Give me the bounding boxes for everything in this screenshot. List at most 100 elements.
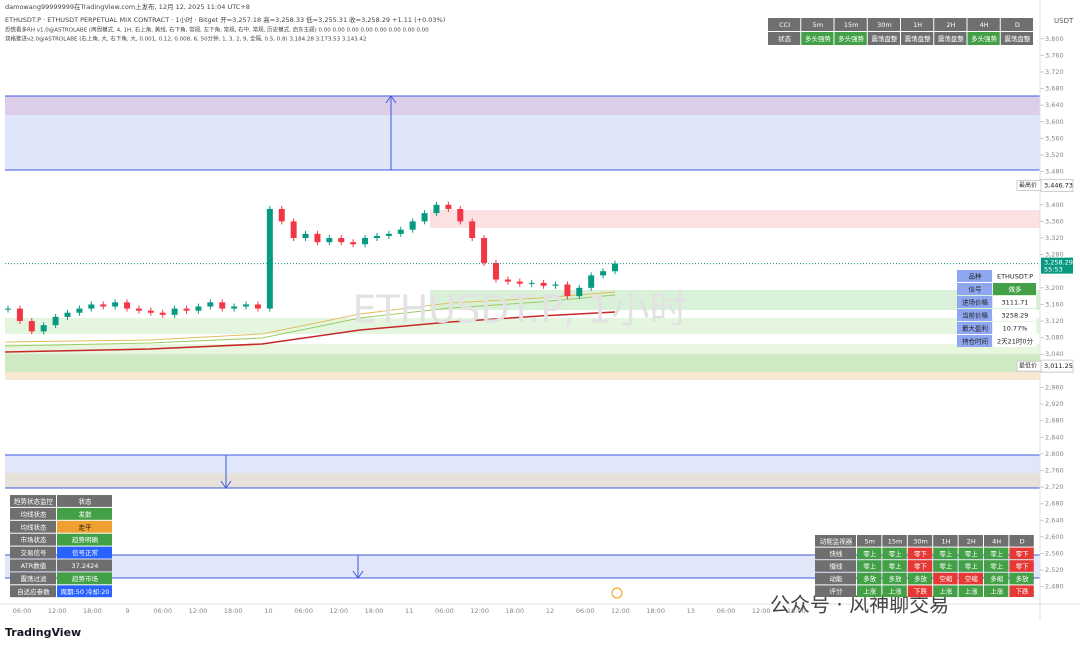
- table-cell: [934, 32, 967, 45]
- table-text: ATR数值: [21, 561, 47, 570]
- table-text: 零上: [863, 549, 877, 558]
- table-cell: [984, 585, 1009, 597]
- table-cell: [958, 560, 983, 572]
- y-tick-label: 2,600: [1045, 533, 1064, 541]
- y-tick-label: 2,920: [1045, 400, 1064, 408]
- ma-line: [4, 291, 616, 343]
- table-text: 4H: [992, 537, 1001, 545]
- y-tick-label: 3,480: [1045, 168, 1064, 176]
- table-cell: [958, 535, 983, 547]
- table-cell: [984, 572, 1009, 585]
- zone-purple: [5, 96, 1040, 115]
- x-tick-label: 18:00: [787, 607, 806, 615]
- zone-red: [430, 210, 1040, 228]
- table-cell: [1009, 547, 1034, 560]
- candle-body: [64, 312, 71, 317]
- table-cell: [834, 32, 867, 45]
- table-text: 上涨: [889, 587, 903, 596]
- table-text: 多头强势: [838, 34, 865, 43]
- y-tick-label: 2,840: [1045, 433, 1064, 441]
- table-text: 均线状态: [21, 509, 48, 518]
- table-cell: [1009, 560, 1034, 572]
- y-tick-label: 3,080: [1045, 334, 1064, 342]
- candle-body: [76, 308, 83, 313]
- candle-body: [528, 282, 535, 284]
- x-tick-label: 18:00: [646, 607, 665, 615]
- high-name: 最高价: [1019, 181, 1037, 189]
- table-text: 1H: [913, 21, 922, 29]
- table-text: 进场价格: [962, 298, 989, 307]
- table-cell: [1009, 585, 1034, 597]
- table-text: 零上: [990, 549, 1004, 558]
- table-cell: [907, 585, 933, 597]
- candle-body: [350, 242, 357, 245]
- candle-body: [112, 302, 119, 307]
- zone-green: [5, 354, 1040, 372]
- table-text: 上涨: [965, 587, 979, 596]
- candle-body: [124, 302, 131, 309]
- table-text: 发散: [79, 509, 93, 518]
- table-text: 快线: [830, 549, 844, 558]
- table-cell: [957, 335, 992, 347]
- table-cell: [993, 283, 1036, 295]
- table-cell: [958, 572, 983, 585]
- table-cell: [857, 585, 882, 597]
- table-cell: [957, 270, 992, 282]
- y-tick-label: 3,280: [1045, 251, 1064, 259]
- table-text: 零上: [939, 549, 953, 558]
- ma-line: [4, 311, 616, 353]
- last-price: 3,258.29: [1044, 259, 1073, 267]
- table-text: 状态: [778, 34, 792, 43]
- y-tick-label: 3,040: [1045, 350, 1064, 358]
- table-text: 最大盈利: [962, 324, 988, 333]
- table-text: 30m: [877, 21, 892, 29]
- table-cell: [957, 309, 992, 321]
- table-text: 4H: [980, 21, 989, 29]
- table-text: 上涨: [939, 587, 953, 596]
- event-icon[interactable]: [611, 587, 623, 599]
- candle-body: [290, 221, 297, 239]
- table-text: 信号正常: [72, 548, 98, 557]
- y-tick-label: 3,560: [1045, 134, 1064, 142]
- table-text: 当前价格: [962, 311, 989, 320]
- table-text: 零下: [1016, 550, 1030, 558]
- candle-body: [552, 284, 559, 286]
- table-text: 2天21时0分: [997, 337, 1034, 346]
- candle-body: [231, 306, 238, 309]
- table-text: 品种: [969, 272, 983, 281]
- candle-body: [564, 284, 571, 297]
- candle-body: [338, 238, 345, 243]
- candle-body: [540, 282, 547, 286]
- table-cell: [857, 572, 882, 585]
- table-cell: [933, 535, 958, 547]
- candle-body: [147, 310, 154, 313]
- table-text: 零上: [939, 562, 953, 571]
- last-price-box: [1041, 257, 1073, 274]
- candle-body: [5, 308, 11, 310]
- candle-body: [362, 238, 369, 245]
- table-text: 多放: [914, 574, 928, 583]
- table-cell: [907, 560, 933, 572]
- table-cell: [867, 18, 900, 31]
- table-text: 走平: [79, 523, 93, 531]
- table-cell: [768, 18, 801, 31]
- table-text: 多放: [1016, 574, 1030, 583]
- x-tick-label: 12:00: [48, 607, 67, 615]
- candle-body: [612, 263, 618, 272]
- candle-body: [171, 308, 178, 315]
- table-cell: [857, 547, 882, 560]
- y-tick-label: 3,320: [1045, 234, 1064, 242]
- y-tick-label: 2,520: [1045, 566, 1064, 574]
- candle-body: [100, 304, 107, 307]
- x-tick-label: 12:00: [611, 607, 630, 615]
- table-cell: [57, 507, 112, 520]
- table-cell: [993, 335, 1036, 347]
- table-cell: [57, 559, 112, 572]
- brand-logo: TradingView: [5, 626, 81, 639]
- table-cell: [10, 495, 56, 507]
- table-cell: [10, 533, 56, 546]
- high-box: [1040, 178, 1074, 192]
- candle-body: [588, 275, 595, 288]
- candle-body: [516, 281, 523, 284]
- table-text: 交易信号: [21, 548, 48, 557]
